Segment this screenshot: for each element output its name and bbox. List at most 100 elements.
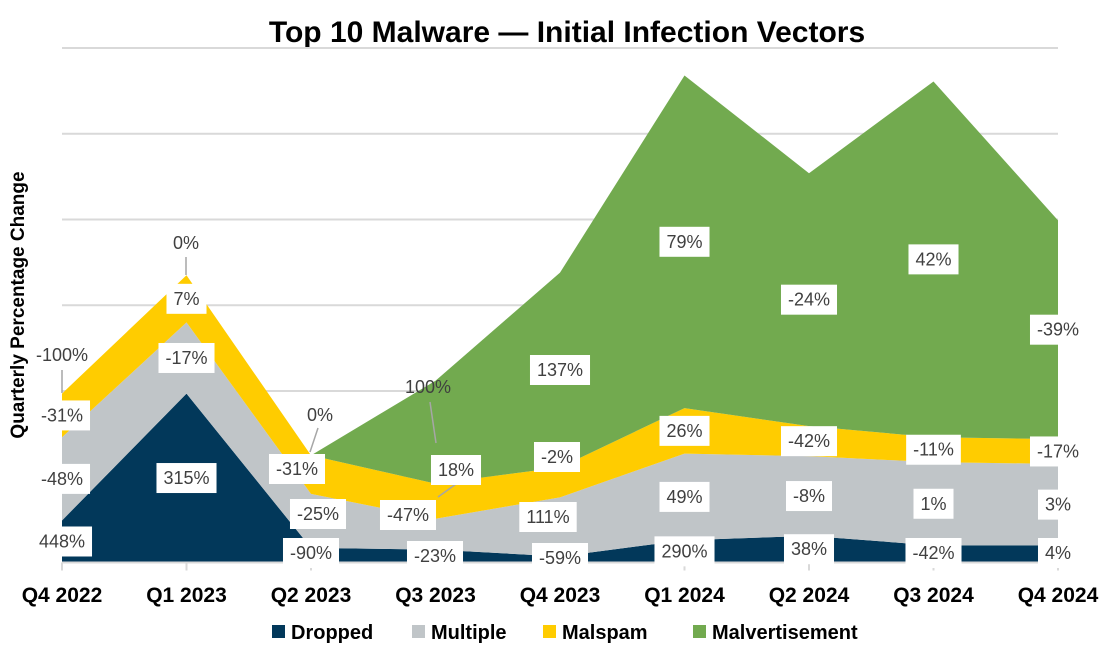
legend-swatch <box>412 625 425 638</box>
data-label-box <box>654 536 715 567</box>
data-label-malspam: -31% <box>33 400 91 431</box>
data-label-text: -24% <box>788 290 830 310</box>
data-label-dropped: -90% <box>282 538 340 568</box>
x-tick-label: Q4 2022 <box>22 584 103 607</box>
data-label-box <box>533 442 581 472</box>
legend-item-malvertisement: Malvertisement <box>693 622 858 644</box>
data-label-text: -100% <box>36 345 88 365</box>
data-label-text: -2% <box>541 447 573 467</box>
data-label-box <box>906 434 961 465</box>
data-label-box <box>1029 314 1087 345</box>
data-label-multiple: -17% <box>158 342 215 373</box>
data-label-box <box>379 500 437 530</box>
data-label-text: 111% <box>526 507 569 527</box>
data-label-box <box>905 538 962 568</box>
data-label-malspam: -42% <box>780 426 838 457</box>
data-label-box <box>783 534 835 565</box>
x-tick-label: Q3 2024 <box>893 584 974 607</box>
legend-swatch <box>693 625 706 638</box>
data-label-text: 448% <box>39 531 85 551</box>
data-label-text: -17% <box>165 348 207 368</box>
data-label-text: 100% <box>405 377 451 397</box>
data-label-text: -8% <box>793 486 825 506</box>
data-label-box <box>33 463 91 494</box>
data-label-text: 4% <box>1045 543 1071 563</box>
data-label-dropped: 290% <box>654 536 715 567</box>
data-label-multiple: -25% <box>289 499 347 529</box>
data-label-box <box>913 488 954 519</box>
data-label-text: 0% <box>173 233 199 253</box>
data-label-box <box>659 415 710 446</box>
data-label-text: -47% <box>387 505 429 525</box>
x-tick-label: Q2 2024 <box>769 584 850 607</box>
data-label-text: 38% <box>791 539 827 559</box>
data-label-dropped: 448% <box>31 526 93 557</box>
data-label-malspam: -17% <box>1029 436 1087 467</box>
data-label-text: 137% <box>537 360 583 380</box>
x-tick-label: Q4 2024 <box>1018 584 1099 607</box>
data-label-text: 3% <box>1045 495 1071 515</box>
data-label-box <box>430 455 482 485</box>
legend-label: Dropped <box>291 622 373 644</box>
data-label-malspam: -31% <box>268 454 326 484</box>
legend-label: Multiple <box>431 622 507 644</box>
data-label-box <box>31 526 93 557</box>
leader-lines <box>61 257 457 498</box>
legend: Dropped Multiple Malspam Malvertisement <box>272 622 858 644</box>
legend-label: Malvertisement <box>712 622 858 644</box>
data-label-malvertisement: 0% <box>173 233 199 253</box>
chart-title: Top 10 Malware — Initial Infection Vecto… <box>269 16 865 49</box>
data-label-box <box>529 354 591 385</box>
data-label-box <box>1037 489 1079 520</box>
data-label-multiple: -8% <box>785 481 833 512</box>
data-label-multiple: 3% <box>1037 489 1079 520</box>
legend-item-multiple: Multiple <box>412 622 507 644</box>
data-label-box <box>1037 538 1079 568</box>
data-labels: 448% 315% -90% -23% -59% 290% 38% -42% 4% -48% -17… <box>31 226 1087 573</box>
data-label-multiple: 1% <box>913 488 954 519</box>
data-label-box <box>780 426 838 457</box>
x-tick-label: Q1 2023 <box>146 584 227 607</box>
area-malvertisement <box>311 75 1058 484</box>
data-label-malvertisement: -24% <box>780 284 838 315</box>
data-label-text: -59% <box>539 548 581 568</box>
x-tick-label: Q4 2023 <box>520 584 601 607</box>
leader-line <box>437 483 457 498</box>
data-label-malspam: 26% <box>659 415 710 446</box>
legend-item-dropped: Dropped <box>272 622 373 644</box>
legend-item-malspam: Malspam <box>543 622 648 644</box>
data-label-text: 49% <box>666 487 702 507</box>
legend-swatch <box>543 625 556 638</box>
data-label-multiple: 49% <box>659 481 710 512</box>
data-label-text: -42% <box>912 543 954 563</box>
data-label-text: -39% <box>1037 320 1079 340</box>
data-label-box <box>908 244 959 275</box>
data-label-box <box>519 502 577 532</box>
data-label-malvertisement: -39% <box>1029 314 1087 345</box>
data-label-malvertisement: 0% <box>307 405 333 425</box>
data-label-box <box>406 541 464 571</box>
data-label-text: -23% <box>414 546 456 566</box>
legend-label: Malspam <box>562 622 648 644</box>
data-label-text: 42% <box>915 249 951 269</box>
data-label-text: -31% <box>41 405 83 425</box>
data-label-box <box>531 543 589 573</box>
data-label-dropped: 315% <box>156 463 217 494</box>
data-label-dropped: 38% <box>783 534 835 565</box>
data-label-text: 7% <box>173 289 199 309</box>
data-label-malspam: 7% <box>166 283 207 314</box>
y-axis-label: Quarterly Percentage Change <box>8 171 29 438</box>
leader-line <box>429 401 437 444</box>
data-label-text: -31% <box>276 459 318 479</box>
data-label-box <box>156 463 217 494</box>
data-label-malvertisement: 100% <box>405 377 451 397</box>
data-label-dropped: 4% <box>1037 538 1079 568</box>
data-label-box <box>780 284 838 315</box>
data-label-text: 290% <box>661 541 707 561</box>
data-label-box <box>33 400 91 431</box>
data-label-box <box>268 454 326 484</box>
data-label-box <box>1029 436 1087 467</box>
data-label-text: -25% <box>297 504 339 524</box>
x-tick-label: Q3 2023 <box>395 584 476 607</box>
